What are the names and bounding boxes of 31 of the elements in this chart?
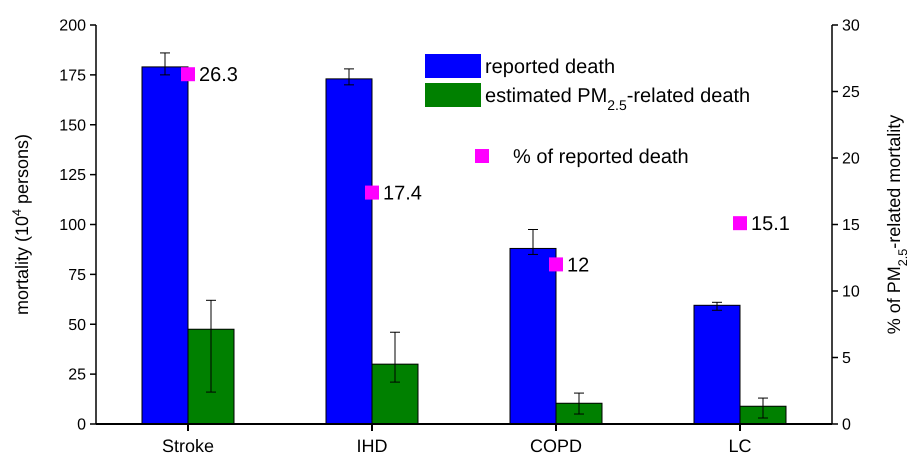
legend-label: estimated PM$_{2.5}$-related death bbox=[485, 85, 750, 113]
y-tick-label: 150 bbox=[59, 117, 86, 134]
y2-tick-label: 20 bbox=[842, 150, 860, 168]
data-label: 15.1 bbox=[751, 213, 790, 236]
point bbox=[733, 216, 747, 230]
point bbox=[365, 186, 379, 200]
y2-tick-label: 5 bbox=[842, 350, 851, 368]
data-label: 12 bbox=[567, 254, 590, 276]
y2-tick-label: 25 bbox=[842, 84, 860, 102]
y-tick-label: 100 bbox=[59, 217, 86, 234]
data-label: 26.3 bbox=[199, 64, 238, 86]
y-tick-label: 50 bbox=[68, 316, 86, 334]
x-tick-label: LC bbox=[728, 436, 752, 456]
legend-label: % of reported death bbox=[513, 146, 689, 168]
y-tick-label: 25 bbox=[68, 366, 86, 384]
y-tick-label: 125 bbox=[59, 167, 86, 184]
legend-label: reported death bbox=[485, 56, 616, 78]
y2-tick-label: 0 bbox=[842, 416, 851, 434]
y-tick-label: 0 bbox=[77, 416, 86, 434]
point bbox=[181, 67, 195, 82]
y-tick-label: 175 bbox=[59, 67, 86, 84]
y2-tick-label: 15 bbox=[842, 217, 860, 234]
y-tick-label: 75 bbox=[68, 266, 86, 284]
point bbox=[549, 257, 563, 272]
y2-tick-label: 30 bbox=[842, 18, 860, 35]
data-label: 17.4 bbox=[383, 182, 422, 205]
x-tick-label: IHD bbox=[356, 436, 388, 456]
x-tick-label: COPD bbox=[530, 436, 582, 456]
y-tick-label: 200 bbox=[59, 18, 86, 35]
y2-tick-label: 10 bbox=[842, 284, 860, 301]
x-tick-label: Stroke bbox=[162, 436, 214, 456]
